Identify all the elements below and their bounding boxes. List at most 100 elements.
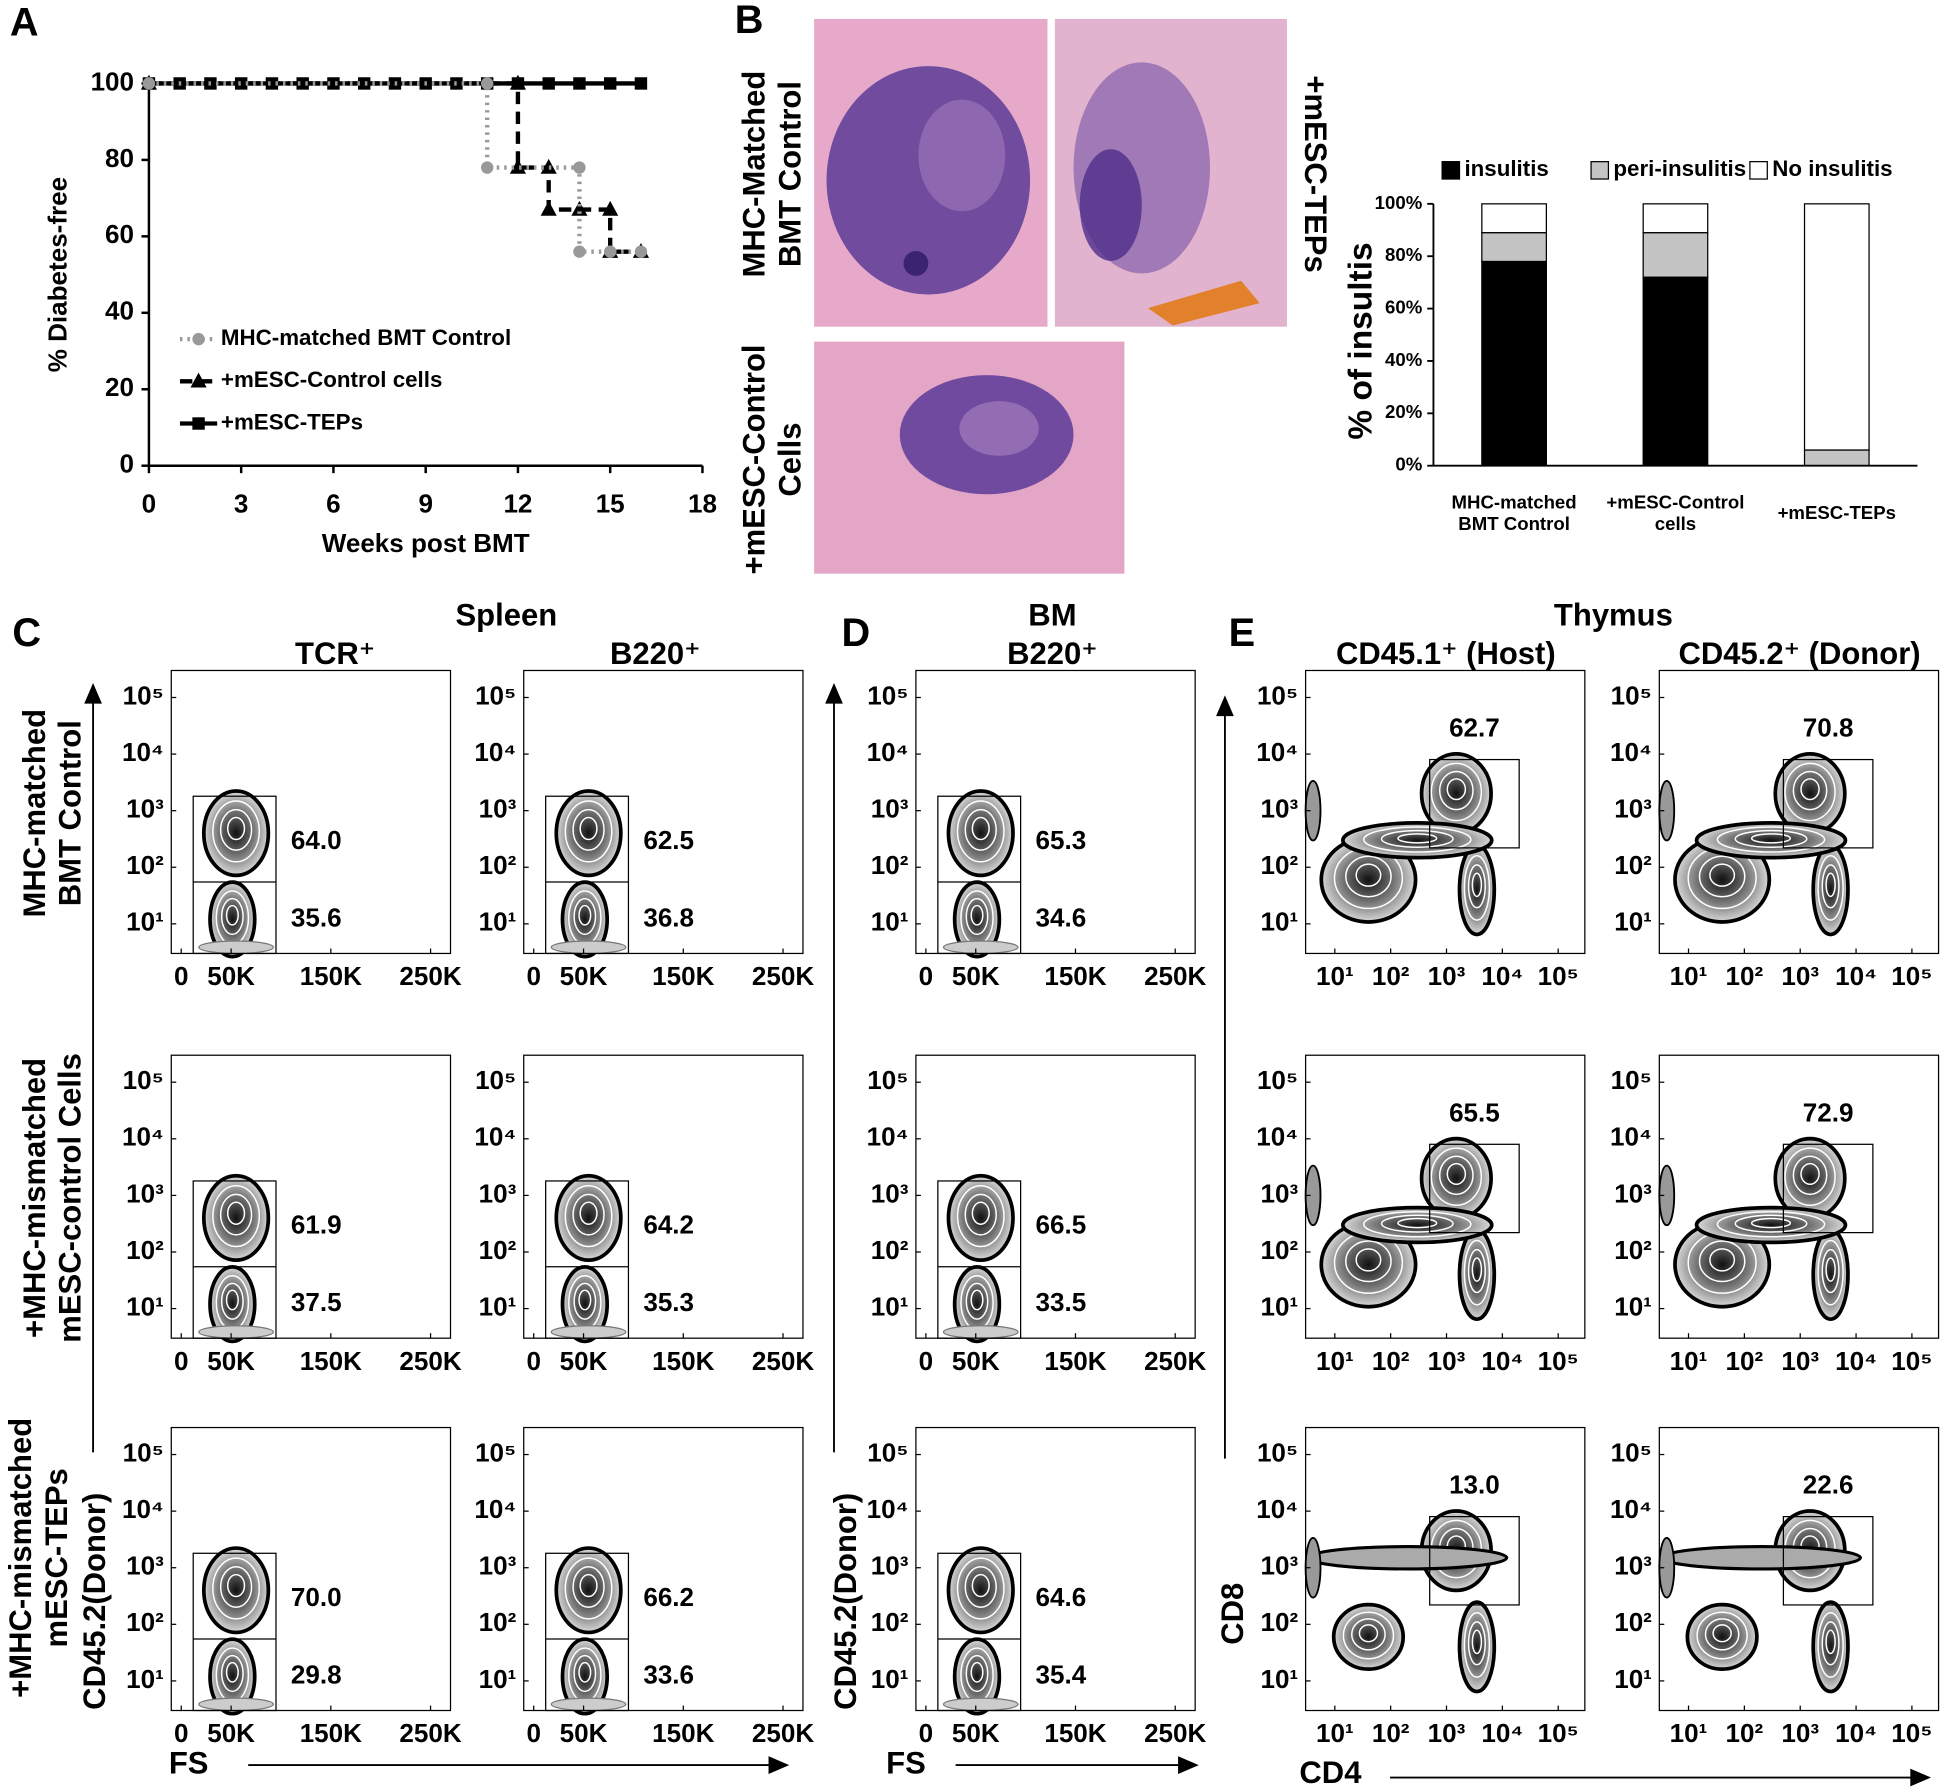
gate-value: 35.4 — [1036, 1659, 1087, 1689]
axis-title: FS — [169, 1745, 209, 1780]
y-tick-label: 10¹ — [871, 1291, 909, 1321]
x-tick-label: 0 — [526, 1718, 541, 1748]
x-tick-label: 50K — [952, 1718, 1000, 1748]
contour — [219, 1193, 253, 1236]
gate-value: 64.0 — [291, 825, 342, 855]
x-tick-label: 250K — [1144, 961, 1206, 991]
bar-segment — [1642, 203, 1709, 234]
flow-plot: 10¹ 10² 10³ 10⁴ 10⁵ 0 50K 150K 250K 66.5 33.5 — [867, 1054, 1207, 1376]
legend-swatch — [1749, 161, 1768, 180]
y-axis-title: % Diabetes-free — [42, 177, 72, 372]
y-tick-label: 80% — [1385, 244, 1423, 265]
x-tick-label: 10³ — [1428, 1718, 1466, 1748]
flow-plot: 10¹ 10² 10³ 10⁴ 10⁵ 10¹ 10² 10³ 10⁴ 10⁵ 13.0 — [1256, 1426, 1586, 1748]
contour — [1784, 1147, 1836, 1207]
contour — [964, 1565, 997, 1608]
y-tick-label: 20% — [1385, 401, 1423, 422]
contour — [1825, 872, 1836, 898]
panel-label: A — [10, 1, 39, 45]
contour — [578, 1661, 592, 1683]
contour — [1698, 1240, 1746, 1283]
x-tick-label: 12 — [503, 488, 532, 518]
y-tick-label: 10³ — [1614, 1178, 1652, 1208]
y-tick-label: 10¹ — [1261, 1291, 1299, 1321]
axis-title: CD45.2(Donor) — [77, 1493, 112, 1710]
gate-value: 65.3 — [1036, 825, 1087, 855]
contour — [225, 1661, 239, 1683]
x-tick-label: 250K — [399, 961, 461, 991]
y-tick-label: 10² — [1261, 1235, 1299, 1265]
contour — [573, 897, 597, 936]
y-tick-label: 10⁴ — [474, 737, 516, 767]
column-header: TCR⁺ — [295, 636, 375, 671]
marker — [509, 74, 527, 90]
contour — [1821, 864, 1840, 909]
x-tick-label: 10⁴ — [1481, 961, 1523, 991]
y-tick-label: 10³ — [479, 794, 517, 824]
y-tick-label: 10¹ — [126, 1664, 164, 1694]
gate — [1782, 1143, 1874, 1234]
marker — [573, 245, 586, 258]
x-tick-label: 10¹ — [1670, 1718, 1708, 1748]
contour — [198, 1325, 274, 1339]
y-tick-label: 10⁵ — [475, 1065, 516, 1095]
contour — [1345, 855, 1392, 898]
contour — [1712, 1624, 1732, 1643]
marker — [573, 77, 586, 90]
contour — [573, 1282, 597, 1320]
contour — [1438, 1155, 1474, 1196]
gate-value: 66.5 — [1036, 1210, 1087, 1240]
contour — [1825, 1629, 1836, 1655]
column-header: B220⁺ — [1007, 636, 1098, 671]
y-tick-label: 10² — [871, 1607, 909, 1637]
x-tick-label: 10⁵ — [1538, 1346, 1579, 1376]
contour — [1716, 826, 1826, 853]
x-tick-label: 50K — [560, 1346, 608, 1376]
y-tick-label: 10² — [1261, 850, 1299, 880]
marker — [603, 77, 617, 90]
y-tick-label: 10² — [1614, 850, 1652, 880]
y-tick-label: 10⁴ — [867, 737, 909, 767]
contour — [965, 897, 989, 936]
x-tick-label: 0 — [919, 961, 934, 991]
y-tick-label: 10³ — [871, 1551, 909, 1581]
contour — [226, 816, 246, 841]
contour — [1716, 1211, 1826, 1238]
x-tick-label: 10² — [1372, 1346, 1410, 1376]
contour — [1467, 864, 1486, 909]
y-tick-label: 10⁴ — [122, 737, 164, 767]
contour — [1750, 833, 1792, 844]
gate-value: 65.5 — [1449, 1097, 1500, 1127]
contour — [1471, 1257, 1483, 1282]
x-tick-label: 150K — [300, 1346, 362, 1376]
y-tick-label: 40% — [1385, 349, 1423, 370]
y-tick-label: 10³ — [871, 1178, 909, 1208]
y-tick-label: 10⁵ — [1257, 1437, 1298, 1467]
flow-plot: 10¹ 10² 10³ 10⁴ 10⁵ 10¹ 10² 10³ 10⁴ 10⁵ 62.7 — [1256, 669, 1586, 991]
contour — [198, 1697, 274, 1712]
gate-value: 70.8 — [1803, 713, 1854, 743]
contour — [220, 1282, 244, 1320]
bar-segment — [1642, 232, 1709, 278]
contour — [220, 1654, 244, 1693]
y-tick-label: 10² — [1261, 1607, 1299, 1637]
contour — [1362, 1211, 1472, 1238]
contour — [579, 816, 598, 841]
histology-image — [814, 341, 1125, 574]
x-tick-label: 250K — [399, 1346, 461, 1376]
y-tick-label: 60% — [1385, 297, 1423, 318]
contour — [942, 1325, 1019, 1339]
group-header: BM — [1028, 597, 1076, 632]
gate-value: 29.8 — [291, 1659, 342, 1689]
y-tick-label: 10² — [871, 1235, 909, 1265]
marker — [602, 200, 619, 216]
contour — [1660, 1545, 1863, 1571]
contour — [1355, 1248, 1382, 1272]
contour — [1345, 1240, 1392, 1283]
contour — [1704, 1618, 1740, 1651]
contour — [970, 1661, 984, 1683]
y-tick-label: 10⁴ — [474, 1494, 516, 1524]
bar-segment — [1803, 449, 1870, 467]
x-tick-label: 250K — [752, 961, 814, 991]
y-tick-label: 10³ — [1261, 794, 1299, 824]
